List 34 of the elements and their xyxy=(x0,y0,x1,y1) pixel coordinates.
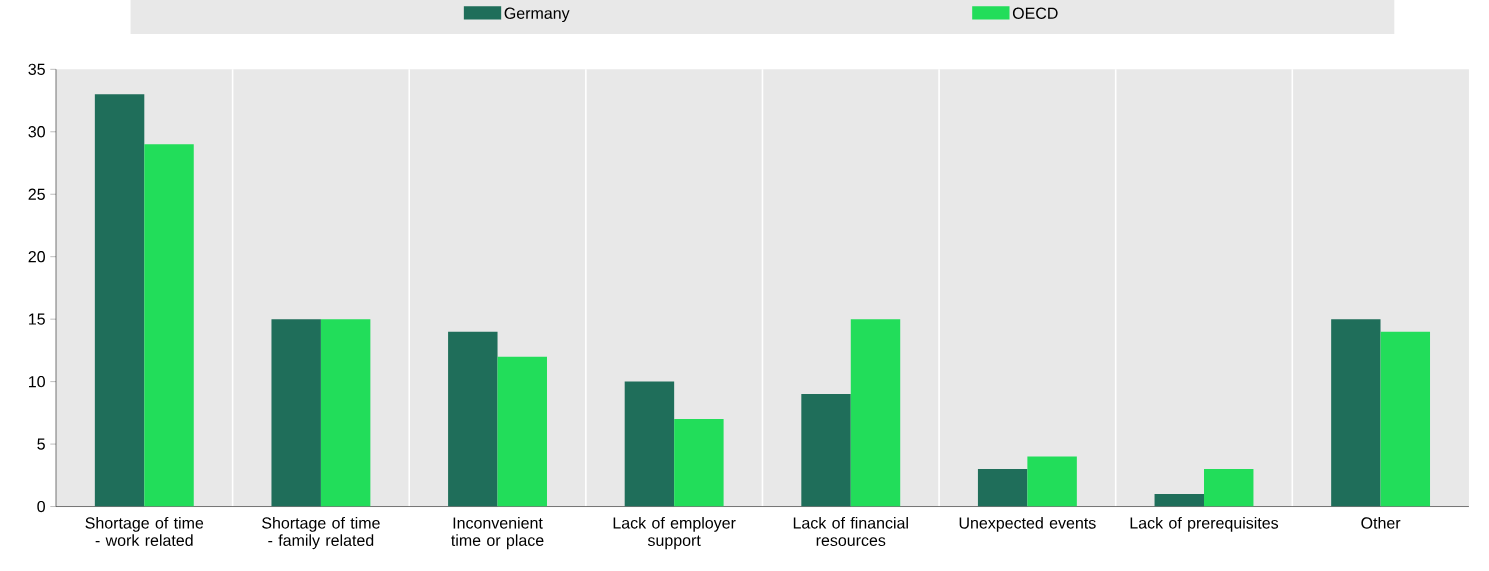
bar xyxy=(1331,319,1381,507)
bar xyxy=(850,319,901,507)
y-tick-label: 25 xyxy=(28,188,45,201)
bar xyxy=(448,331,498,507)
bar xyxy=(1027,456,1077,507)
x-tick-label: Lack of prerequisites xyxy=(1130,517,1279,533)
bar xyxy=(624,381,675,507)
bar xyxy=(674,419,724,507)
y-tick-label: 30 xyxy=(28,126,45,138)
x-tick-label: Unexpected events xyxy=(959,517,1096,533)
bar xyxy=(94,94,145,507)
legend-label: Germany xyxy=(504,7,570,23)
x-tick-label: Lack of financial resources xyxy=(793,517,908,547)
bar xyxy=(801,394,851,507)
bar xyxy=(977,469,1028,507)
legend-label: OECD xyxy=(1012,7,1058,20)
y-tick-label: 20 xyxy=(28,251,45,263)
x-tick-label: Other xyxy=(1361,517,1401,529)
bar xyxy=(1204,469,1254,507)
y-tick-label: 0 xyxy=(37,501,45,513)
bar xyxy=(144,144,194,507)
x-tick-label: Lack of employer support xyxy=(613,517,736,550)
y-tick-label: 15 xyxy=(29,313,45,325)
x-tick-label: Shortage of time - work related xyxy=(85,517,204,547)
bar xyxy=(497,356,547,507)
x-tick-label: Shortage of time - family related xyxy=(262,517,380,550)
y-tick-label: 35 xyxy=(28,63,45,76)
bar xyxy=(1154,494,1204,507)
y-tick-label: 5 xyxy=(37,438,45,450)
bar xyxy=(1380,331,1431,507)
bar xyxy=(271,319,321,507)
x-tick-label: Inconvenient time or place xyxy=(451,517,544,550)
bar xyxy=(320,319,371,507)
y-tick-label: 10 xyxy=(29,376,45,388)
